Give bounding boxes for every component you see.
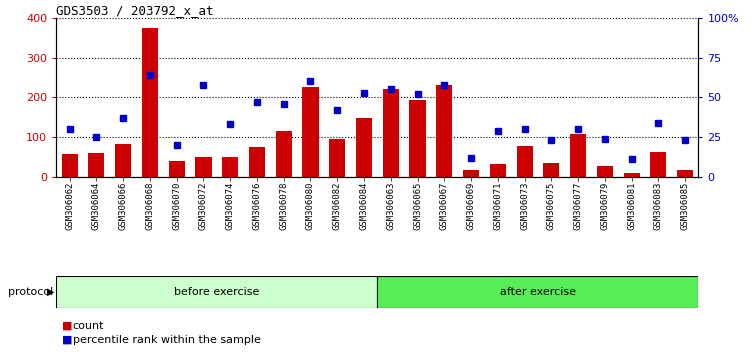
Bar (169, 161, 185, 177)
Text: GSM306065: GSM306065 (413, 182, 422, 230)
Text: GSM306070: GSM306070 (172, 182, 181, 230)
Bar (677, 170, 693, 177)
Bar (597, 166, 613, 177)
Text: GSM306077: GSM306077 (574, 182, 583, 230)
Text: GSM306062: GSM306062 (65, 182, 74, 230)
Text: GSM306073: GSM306073 (520, 182, 529, 230)
Text: percentile rank within the sample: percentile rank within the sample (73, 335, 261, 345)
Bar (517, 146, 532, 177)
Bar (490, 164, 506, 177)
Text: GDS3503 / 203792_x_at: GDS3503 / 203792_x_at (56, 4, 214, 17)
Bar (543, 163, 559, 177)
Text: GSM306083: GSM306083 (654, 182, 663, 230)
Bar (115, 144, 131, 177)
Text: protocol: protocol (8, 287, 53, 297)
Bar (222, 157, 238, 177)
Bar (623, 173, 640, 177)
Bar (142, 28, 158, 177)
Bar (378, 276, 698, 308)
Bar (570, 135, 586, 177)
Text: GSM306066: GSM306066 (119, 182, 128, 230)
Bar (276, 131, 292, 177)
Bar (303, 87, 318, 177)
Bar (463, 170, 479, 177)
Text: GSM306074: GSM306074 (226, 182, 235, 230)
Text: GSM306069: GSM306069 (466, 182, 475, 230)
Text: GSM306080: GSM306080 (306, 182, 315, 230)
Bar (436, 85, 452, 177)
Text: GSM306079: GSM306079 (600, 182, 609, 230)
Text: ■: ■ (62, 335, 73, 345)
Text: GSM306081: GSM306081 (627, 182, 636, 230)
Bar (356, 118, 372, 177)
Bar (89, 153, 104, 177)
Bar (249, 147, 265, 177)
Text: before exercise: before exercise (174, 287, 260, 297)
Bar (56, 276, 378, 308)
Bar (329, 139, 345, 177)
Bar (62, 154, 78, 177)
Bar (195, 157, 212, 177)
Bar (409, 100, 426, 177)
Text: count: count (73, 321, 104, 331)
Text: GSM306085: GSM306085 (680, 182, 689, 230)
Text: ▶: ▶ (47, 287, 55, 297)
Text: ■: ■ (62, 321, 73, 331)
Text: GSM306082: GSM306082 (333, 182, 342, 230)
Text: GSM306072: GSM306072 (199, 182, 208, 230)
Bar (650, 152, 666, 177)
Text: GSM306068: GSM306068 (146, 182, 155, 230)
Text: GSM306071: GSM306071 (493, 182, 502, 230)
Text: GSM306063: GSM306063 (386, 182, 395, 230)
Text: after exercise: after exercise (500, 287, 576, 297)
Bar (383, 89, 399, 177)
Text: GSM306067: GSM306067 (440, 182, 449, 230)
Text: GSM306076: GSM306076 (252, 182, 261, 230)
Text: GSM306084: GSM306084 (360, 182, 369, 230)
Text: GSM306075: GSM306075 (547, 182, 556, 230)
Text: GSM306078: GSM306078 (279, 182, 288, 230)
Text: GSM306064: GSM306064 (92, 182, 101, 230)
